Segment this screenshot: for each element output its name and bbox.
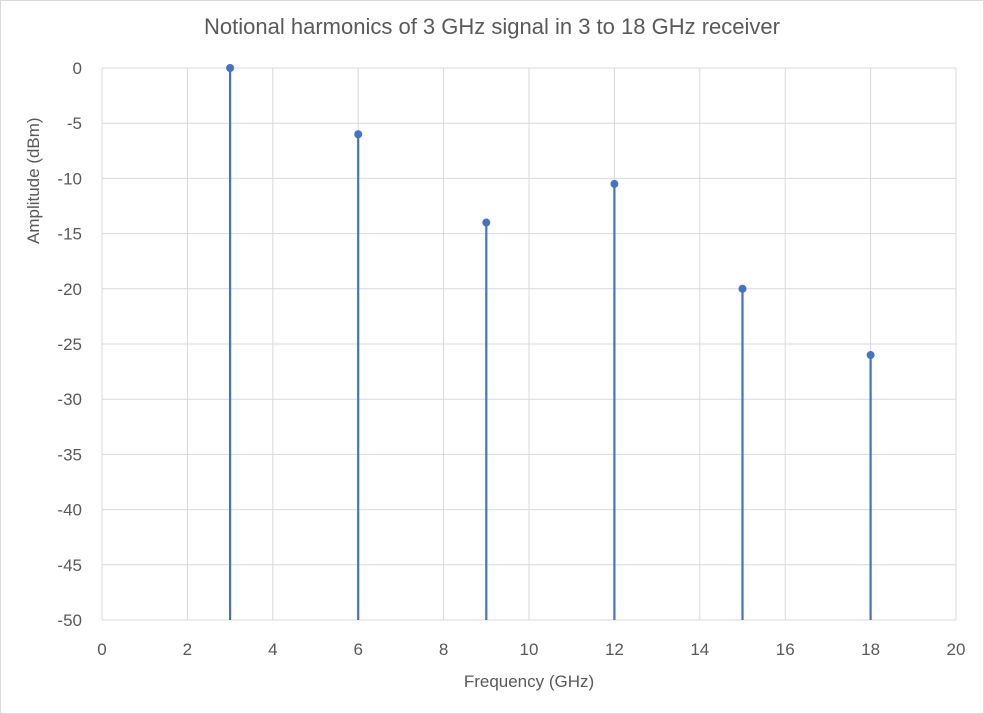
y-tick-label: -25	[57, 335, 82, 354]
y-tick-label: 0	[73, 59, 82, 78]
x-tick-label: 2	[183, 640, 192, 659]
x-tick-label: 18	[861, 640, 880, 659]
data-point-marker	[482, 218, 491, 227]
x-tick-label: 0	[97, 640, 106, 659]
y-tick-label: -10	[57, 169, 82, 188]
data-point-marker	[738, 284, 747, 293]
data-point-marker	[354, 130, 363, 139]
y-tick-label: -40	[57, 501, 82, 520]
x-tick-label: 16	[776, 640, 795, 659]
x-tick-label: 6	[353, 640, 362, 659]
y-tick-label: -35	[57, 445, 82, 464]
x-tick-label: 14	[690, 640, 709, 659]
data-point-marker	[866, 351, 875, 360]
data-point-marker	[610, 179, 619, 188]
x-tick-label: 8	[439, 640, 448, 659]
y-tick-label: -5	[67, 114, 82, 133]
x-tick-label: 12	[605, 640, 624, 659]
y-tick-label: -45	[57, 556, 82, 575]
y-tick-label: -50	[57, 611, 82, 630]
y-axis-label: Amplitude (dBm)	[24, 117, 43, 244]
x-axis-label: Frequency (GHz)	[463, 672, 595, 691]
x-tick-label: 20	[947, 640, 966, 659]
x-tick-label: 10	[520, 640, 539, 659]
y-tick-label: -15	[57, 225, 82, 244]
y-tick-label: -30	[57, 390, 82, 409]
data-point-marker	[226, 64, 235, 72]
x-tick-label: 4	[268, 640, 277, 659]
chart-title: Notional harmonics of 3 GHz signal in 3 …	[204, 14, 780, 39]
y-tick-label: -20	[57, 280, 82, 299]
